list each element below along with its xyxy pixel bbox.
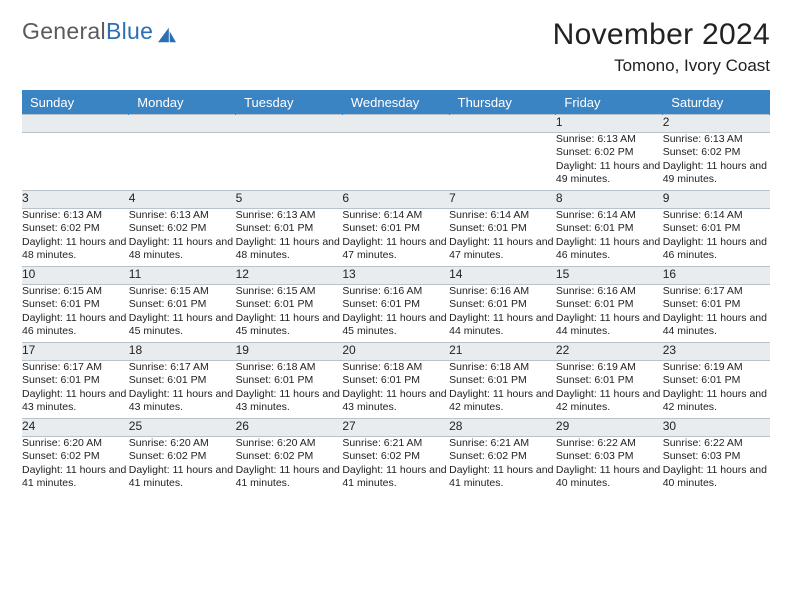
day-content-cell [449,133,556,191]
title-block: November 2024 Tomono, Ivory Coast [553,18,770,76]
weekday-header: Wednesday [342,90,449,115]
day-content-cell: Sunrise: 6:19 AMSunset: 6:01 PMDaylight:… [556,361,663,419]
day-number-cell: 28 [449,419,556,437]
weekday-header-row: SundayMondayTuesdayWednesdayThursdayFrid… [22,90,770,115]
day-content-cell: Sunrise: 6:15 AMSunset: 6:01 PMDaylight:… [236,285,343,343]
day-number-cell: 16 [663,267,770,285]
day-number-cell: 27 [342,419,449,437]
day-number-cell [449,115,556,133]
day-number-cell: 22 [556,343,663,361]
sail-icon [156,23,178,41]
day-number-cell: 8 [556,191,663,209]
daynum-row: 3456789 [22,191,770,209]
day-content-cell: Sunrise: 6:13 AMSunset: 6:02 PMDaylight:… [663,133,770,191]
day-content-cell: Sunrise: 6:14 AMSunset: 6:01 PMDaylight:… [342,209,449,267]
day-number-cell: 15 [556,267,663,285]
day-number-cell: 25 [129,419,236,437]
day-content-cell: Sunrise: 6:16 AMSunset: 6:01 PMDaylight:… [556,285,663,343]
day-content-cell [129,133,236,191]
daynum-row: 17181920212223 [22,343,770,361]
content-row: Sunrise: 6:13 AMSunset: 6:02 PMDaylight:… [22,133,770,191]
weekday-header: Tuesday [236,90,343,115]
day-number-cell [236,115,343,133]
calendar-table: SundayMondayTuesdayWednesdayThursdayFrid… [22,90,770,495]
day-number-cell: 3 [22,191,129,209]
day-number-cell [342,115,449,133]
day-content-cell: Sunrise: 6:17 AMSunset: 6:01 PMDaylight:… [22,361,129,419]
month-title: November 2024 [553,18,770,52]
day-number-cell: 12 [236,267,343,285]
day-content-cell: Sunrise: 6:21 AMSunset: 6:02 PMDaylight:… [449,437,556,495]
day-number-cell: 9 [663,191,770,209]
day-content-cell: Sunrise: 6:16 AMSunset: 6:01 PMDaylight:… [449,285,556,343]
day-content-cell: Sunrise: 6:13 AMSunset: 6:02 PMDaylight:… [22,209,129,267]
location: Tomono, Ivory Coast [553,56,770,76]
day-content-cell [342,133,449,191]
daynum-row: 24252627282930 [22,419,770,437]
day-content-cell: Sunrise: 6:18 AMSunset: 6:01 PMDaylight:… [236,361,343,419]
day-content-cell: Sunrise: 6:14 AMSunset: 6:01 PMDaylight:… [449,209,556,267]
day-content-cell: Sunrise: 6:14 AMSunset: 6:01 PMDaylight:… [556,209,663,267]
day-number-cell: 26 [236,419,343,437]
day-content-cell: Sunrise: 6:14 AMSunset: 6:01 PMDaylight:… [663,209,770,267]
calendar-page: GeneralBlue November 2024 Tomono, Ivory … [0,0,792,505]
brand-logo: GeneralBlue [22,18,178,45]
day-content-cell: Sunrise: 6:20 AMSunset: 6:02 PMDaylight:… [22,437,129,495]
weekday-header: Monday [129,90,236,115]
content-row: Sunrise: 6:17 AMSunset: 6:01 PMDaylight:… [22,361,770,419]
day-number-cell: 13 [342,267,449,285]
day-content-cell: Sunrise: 6:18 AMSunset: 6:01 PMDaylight:… [342,361,449,419]
day-content-cell: Sunrise: 6:13 AMSunset: 6:02 PMDaylight:… [129,209,236,267]
day-content-cell: Sunrise: 6:17 AMSunset: 6:01 PMDaylight:… [663,285,770,343]
brand-name-gray: General [22,18,106,45]
day-number-cell: 19 [236,343,343,361]
day-number-cell: 11 [129,267,236,285]
day-content-cell: Sunrise: 6:18 AMSunset: 6:01 PMDaylight:… [449,361,556,419]
day-content-cell [236,133,343,191]
day-number-cell: 14 [449,267,556,285]
day-number-cell: 21 [449,343,556,361]
daynum-row: 12 [22,115,770,133]
day-content-cell: Sunrise: 6:16 AMSunset: 6:01 PMDaylight:… [342,285,449,343]
day-number-cell: 17 [22,343,129,361]
day-number-cell: 30 [663,419,770,437]
day-content-cell: Sunrise: 6:20 AMSunset: 6:02 PMDaylight:… [236,437,343,495]
day-number-cell: 29 [556,419,663,437]
day-content-cell: Sunrise: 6:20 AMSunset: 6:02 PMDaylight:… [129,437,236,495]
content-row: Sunrise: 6:15 AMSunset: 6:01 PMDaylight:… [22,285,770,343]
day-number-cell: 18 [129,343,236,361]
day-content-cell: Sunrise: 6:19 AMSunset: 6:01 PMDaylight:… [663,361,770,419]
content-row: Sunrise: 6:13 AMSunset: 6:02 PMDaylight:… [22,209,770,267]
weekday-header: Thursday [449,90,556,115]
day-number-cell: 24 [22,419,129,437]
day-number-cell: 20 [342,343,449,361]
weekday-header: Saturday [663,90,770,115]
daynum-row: 10111213141516 [22,267,770,285]
day-number-cell: 23 [663,343,770,361]
day-content-cell: Sunrise: 6:15 AMSunset: 6:01 PMDaylight:… [22,285,129,343]
day-number-cell: 1 [556,115,663,133]
weekday-header: Sunday [22,90,129,115]
day-content-cell [22,133,129,191]
day-content-cell: Sunrise: 6:22 AMSunset: 6:03 PMDaylight:… [556,437,663,495]
day-content-cell: Sunrise: 6:22 AMSunset: 6:03 PMDaylight:… [663,437,770,495]
day-content-cell: Sunrise: 6:15 AMSunset: 6:01 PMDaylight:… [129,285,236,343]
day-number-cell [129,115,236,133]
day-number-cell: 2 [663,115,770,133]
day-number-cell: 10 [22,267,129,285]
day-number-cell: 6 [342,191,449,209]
day-content-cell: Sunrise: 6:13 AMSunset: 6:01 PMDaylight:… [236,209,343,267]
day-content-cell: Sunrise: 6:21 AMSunset: 6:02 PMDaylight:… [342,437,449,495]
weekday-header: Friday [556,90,663,115]
content-row: Sunrise: 6:20 AMSunset: 6:02 PMDaylight:… [22,437,770,495]
day-number-cell: 7 [449,191,556,209]
brand-name-blue: Blue [106,18,153,45]
day-content-cell: Sunrise: 6:13 AMSunset: 6:02 PMDaylight:… [556,133,663,191]
day-content-cell: Sunrise: 6:17 AMSunset: 6:01 PMDaylight:… [129,361,236,419]
day-number-cell: 4 [129,191,236,209]
day-number-cell: 5 [236,191,343,209]
day-number-cell [22,115,129,133]
header: GeneralBlue November 2024 Tomono, Ivory … [22,18,770,76]
